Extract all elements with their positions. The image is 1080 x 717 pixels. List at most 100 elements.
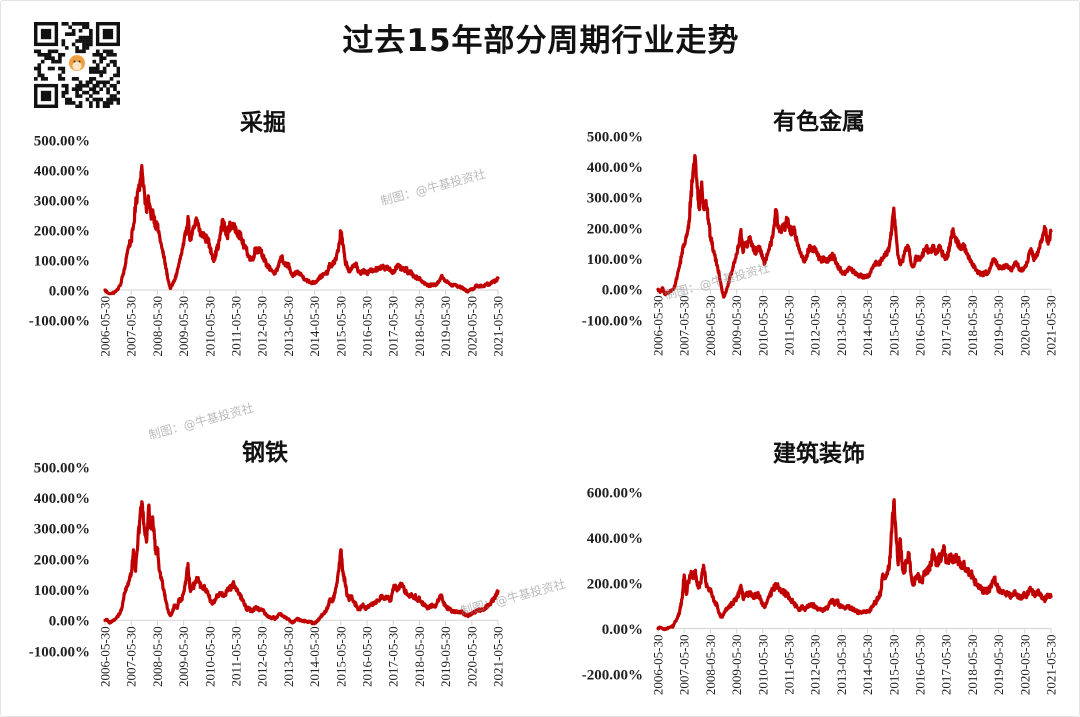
x-tick-label: 2009-05-30: [176, 626, 191, 687]
series-line: [656, 498, 1053, 632]
x-tick-label: 2015-05-30: [886, 635, 901, 696]
x-tick-label: 2009-05-30: [176, 296, 191, 357]
x-tick-label: 2010-05-30: [755, 635, 770, 696]
x-tick-label: 2011-05-30: [229, 626, 244, 686]
page-title: 过去15年部分周期行业走势: [342, 23, 740, 59]
x-tick-label: 2015-05-30: [886, 295, 901, 356]
x-tick-label: 2010-05-30: [202, 626, 217, 687]
x-tick-label: 2018-05-30: [965, 635, 980, 696]
chart-title: 建筑装饰: [773, 440, 865, 467]
y-tick-label: -100.00%: [582, 313, 643, 329]
y-tick-label: 0.00%: [49, 283, 90, 299]
y-tick-label: 200.00%: [587, 576, 643, 592]
x-tick-label: 2016-05-30: [360, 296, 375, 357]
y-tick-label: 500.00%: [587, 129, 643, 145]
x-tick-label: 2017-05-30: [939, 295, 954, 356]
x-tick-label: 2019-05-30: [991, 635, 1006, 696]
y-tick-label: 400.00%: [34, 163, 90, 179]
x-tick-label: 2019-05-30: [438, 626, 453, 687]
x-tick-label: 2015-05-30: [333, 626, 348, 687]
x-tick-label: 2016-05-30: [913, 635, 928, 696]
x-tick-label: 2007-05-30: [124, 626, 139, 687]
x-tick-label: 2007-05-30: [124, 296, 139, 357]
series-line: [103, 164, 500, 296]
x-tick-label: 2021-05-30: [491, 296, 506, 357]
x-tick-label: 2021-05-30: [491, 626, 506, 687]
y-tick-label: -100.00%: [29, 644, 90, 660]
x-tick-label: 2015-05-30: [333, 296, 348, 357]
y-tick-label: 200.00%: [587, 221, 643, 237]
chart-panel-steel: 钢铁 500.00% 400.00% 300.00% 200.00% 100.00% 0.0…: [1, 431, 541, 716]
qr-code-icon: [34, 22, 120, 108]
chart-panel-mining: 采掘 500.00% 400.00% 300.00% 200.00% 100.00% 0.0…: [1, 101, 541, 386]
x-tick-label: 2012-05-30: [255, 296, 270, 357]
x-tick-label: 2008-05-30: [150, 626, 165, 687]
y-tick-label: 0.00%: [602, 622, 643, 638]
x-tick-label: 2007-05-30: [677, 635, 692, 696]
series-line: [103, 500, 500, 626]
x-tick-label: 2018-05-30: [412, 296, 427, 357]
x-tick-label: 2018-05-30: [412, 626, 427, 687]
x-tick-label: 2019-05-30: [991, 295, 1006, 356]
y-tick-label: 400.00%: [34, 491, 90, 507]
x-tick-label: 2012-05-30: [255, 626, 270, 687]
y-tick-label: 600.00%: [587, 485, 643, 501]
x-tick-label: 2013-05-30: [281, 626, 296, 687]
x-tick-label: 2020-05-30: [464, 296, 479, 357]
chart-panel-construction-decoration: 建筑装饰 600.00% 400.00% 200.00% 0.00% -200.00% 20…: [541, 431, 1079, 716]
line-chart: 建筑装饰 600.00% 400.00% 200.00% 0.00% -200.00% 20…: [582, 440, 1059, 696]
x-tick-label: 2011-05-30: [782, 295, 797, 355]
y-tick-label: 300.00%: [587, 191, 643, 207]
x-tick-label: 2013-05-30: [834, 295, 849, 356]
x-tick-label: 2006-05-30: [651, 295, 666, 356]
x-tick-label: 2016-05-30: [360, 626, 375, 687]
x-tick-label: 2014-05-30: [860, 295, 875, 356]
y-tick-label: 100.00%: [34, 583, 90, 599]
x-tick-label: 2011-05-30: [782, 635, 797, 695]
y-tick-label: 400.00%: [587, 160, 643, 176]
x-tick-label: 2006-05-30: [98, 626, 113, 687]
y-tick-label: 200.00%: [34, 223, 90, 239]
x-tick-label: 2014-05-30: [307, 296, 322, 357]
y-tick-label: 500.00%: [34, 460, 90, 476]
x-tick-label: 2020-05-30: [464, 626, 479, 687]
y-tick-label: 300.00%: [34, 193, 90, 209]
x-tick-label: 2009-05-30: [729, 295, 744, 356]
x-tick-label: 2021-05-30: [1044, 295, 1059, 356]
x-tick-label: 2020-05-30: [1017, 635, 1032, 696]
mascot-logo-icon: [65, 53, 89, 77]
x-tick-label: 2013-05-30: [281, 296, 296, 357]
x-tick-label: 2016-05-30: [913, 295, 928, 356]
x-tick-label: 2017-05-30: [386, 626, 401, 687]
y-tick-label: 0.00%: [49, 614, 90, 630]
x-tick-label: 2014-05-30: [860, 635, 875, 696]
y-tick-label: 400.00%: [587, 531, 643, 547]
chart-title: 采掘: [240, 110, 286, 136]
y-tick-label: 100.00%: [587, 252, 643, 268]
x-tick-label: 2006-05-30: [651, 635, 666, 696]
line-chart: 采掘 500.00% 400.00% 300.00% 200.00% 100.00% 0.0…: [29, 110, 506, 357]
y-tick-label: -100.00%: [29, 313, 90, 329]
x-tick-label: 2012-05-30: [808, 635, 823, 696]
chart-title: 有色金属: [773, 108, 865, 135]
x-tick-label: 2008-05-30: [703, 635, 718, 696]
x-tick-label: 2020-05-30: [1017, 295, 1032, 356]
x-tick-label: 2009-05-30: [729, 635, 744, 696]
x-tick-label: 2014-05-30: [307, 626, 322, 687]
series-line: [656, 154, 1053, 299]
x-tick-label: 2017-05-30: [386, 296, 401, 357]
y-tick-label: 0.00%: [602, 283, 643, 299]
x-tick-label: 2019-05-30: [438, 296, 453, 357]
x-tick-label: 2018-05-30: [965, 295, 980, 356]
x-tick-label: 2021-05-30: [1044, 635, 1059, 696]
chart-panel-nonferrous-metals: 有色金属 500.00% 400.00% 300.00% 200.00% 100.00% 0…: [541, 101, 1079, 386]
x-tick-label: 2017-05-30: [939, 635, 954, 696]
x-tick-label: 2007-05-30: [677, 295, 692, 356]
y-tick-label: -200.00%: [582, 667, 643, 683]
chart-title: 钢铁: [242, 440, 288, 466]
x-tick-label: 2012-05-30: [808, 295, 823, 356]
x-tick-label: 2008-05-30: [150, 296, 165, 357]
x-tick-label: 2008-05-30: [703, 295, 718, 356]
line-chart: 有色金属 500.00% 400.00% 300.00% 200.00% 100.00% 0…: [582, 108, 1059, 356]
